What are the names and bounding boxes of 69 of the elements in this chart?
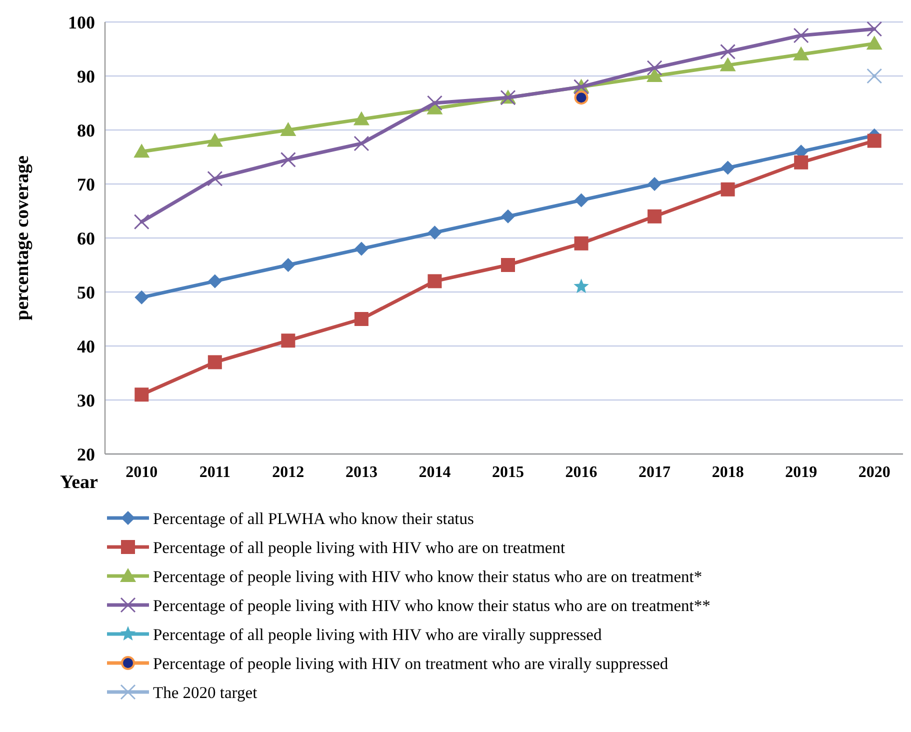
point [206, 132, 223, 147]
point [426, 95, 442, 111]
legend-label: Percentage of all PLWHA who know their status [153, 508, 474, 528]
x-tick-label: 2018 [712, 464, 744, 481]
x-tick-label: 2012 [272, 464, 304, 481]
point [208, 355, 222, 370]
point [354, 242, 368, 256]
point [354, 136, 370, 152]
x-tick-label: 2014 [418, 464, 451, 481]
point [720, 160, 735, 175]
y-tick-label: 100 [68, 12, 95, 32]
point [648, 209, 662, 224]
x-tick-label: 2013 [345, 464, 378, 481]
x-tick-label: 2010 [126, 464, 158, 481]
x-tick-label: 2016 [565, 464, 598, 481]
point [281, 334, 296, 348]
point [501, 258, 515, 272]
y-tick-label: 40 [77, 336, 95, 356]
point [208, 274, 222, 288]
legend-label: Percentage of people living with HIV who know their status who are on treatment** [153, 596, 710, 615]
x-tick-label: 2017 [638, 464, 671, 481]
point [428, 226, 442, 240]
y-tick-label: 60 [77, 228, 95, 248]
point [720, 57, 736, 72]
point [354, 312, 368, 326]
point [866, 68, 882, 84]
x-tick-label: 2011 [199, 464, 230, 481]
point [134, 290, 149, 304]
point [866, 36, 882, 50]
point [867, 134, 882, 148]
legend-label: Percentage of all people living with HIV who are virally suppressed [153, 624, 602, 644]
y-axis-title: percentage coverage [12, 156, 33, 320]
point [646, 60, 662, 76]
point [280, 152, 296, 168]
x-tick-label: 2019 [785, 464, 818, 481]
x-tick-label: 2020 [858, 464, 890, 481]
point [428, 274, 442, 288]
point [574, 90, 588, 105]
point [574, 278, 589, 294]
point [134, 388, 149, 402]
point [574, 236, 588, 250]
point [134, 214, 150, 230]
y-tick-label: 70 [77, 174, 95, 194]
point [646, 68, 663, 82]
point [280, 122, 296, 136]
point [866, 21, 882, 37]
point [793, 28, 809, 44]
legend-label: Percentage of people living with HIV who know their status who are on treatment* [153, 566, 702, 586]
x-tick-label: 2015 [492, 464, 524, 481]
point [794, 155, 808, 170]
point [793, 46, 810, 60]
point [648, 177, 662, 191]
point [207, 170, 223, 186]
point [353, 111, 370, 126]
legend-label: The 2020 target [153, 682, 258, 702]
point [501, 209, 515, 224]
point [281, 258, 296, 272]
point [134, 144, 150, 158]
y-tick-label: 90 [77, 66, 95, 86]
y-tick-label: 80 [77, 120, 95, 140]
y-tick-label: 50 [77, 282, 95, 302]
y-tick-label: 20 [77, 444, 95, 464]
legend-label: Percentage of all people living with HIV who are on treatment [153, 538, 566, 557]
x-axis-title: Year [60, 472, 99, 493]
legend-label: Percentage of people living with HIV on treatment who are virally suppressed [153, 654, 669, 673]
y-tick-label: 30 [77, 390, 95, 410]
point [720, 182, 735, 196]
point [720, 44, 736, 60]
point [574, 193, 588, 208]
